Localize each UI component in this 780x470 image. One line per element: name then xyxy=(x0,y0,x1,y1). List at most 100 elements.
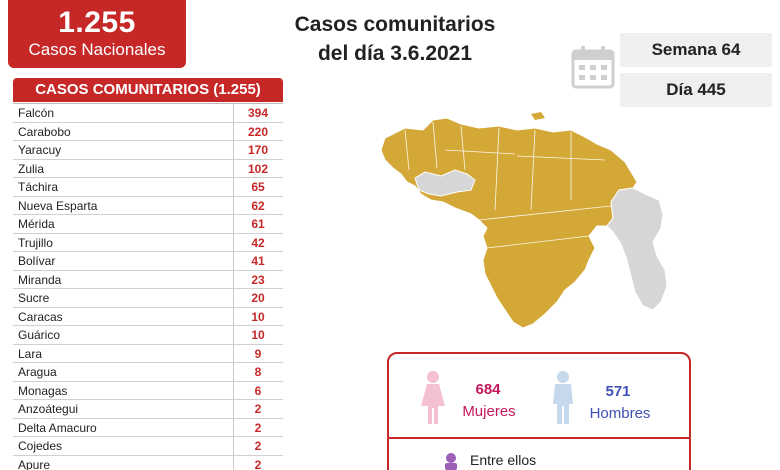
state-name: Nueva Esparta xyxy=(18,198,98,213)
gender-divider xyxy=(387,437,689,439)
state-name: Cojedes xyxy=(18,439,63,453)
case-count: 2 xyxy=(254,457,262,470)
state-name: Miranda xyxy=(18,272,62,287)
total-cases-number: 1.255 xyxy=(58,6,136,39)
table-row: Monagas 6 xyxy=(13,381,283,400)
state-name: Mérida xyxy=(18,217,55,231)
table-row: Cojedes 2 xyxy=(13,437,283,456)
state-name: Táchira xyxy=(18,180,59,194)
column-separator xyxy=(233,289,234,307)
female-count: 684 xyxy=(475,381,501,398)
column-separator xyxy=(233,215,234,233)
column-separator xyxy=(233,122,234,140)
among-them-label: Entre ellos xyxy=(470,452,537,468)
table-row: Zulia 102 xyxy=(13,159,283,178)
column-separator xyxy=(233,307,234,325)
state-name: Lara xyxy=(18,346,43,361)
venezuela-map xyxy=(380,112,668,329)
state-name: Falcón xyxy=(18,106,55,120)
state-name: Monagas xyxy=(18,383,68,398)
case-count: 2 xyxy=(254,439,262,453)
column-separator xyxy=(233,104,234,122)
male-icon xyxy=(553,371,573,424)
column-separator xyxy=(233,233,234,251)
case-count: 10 xyxy=(251,309,265,324)
table-row: Táchira 65 xyxy=(13,178,283,197)
column-separator xyxy=(233,437,234,455)
table-row: Caracas 10 xyxy=(13,307,283,326)
case-count: 9 xyxy=(254,346,262,361)
day-label: Día 445 xyxy=(620,73,772,107)
column-separator xyxy=(233,178,234,196)
cases-table: Falcón 394 Carabobo 220 Yaracuy 170 Zulia 102 Tá… xyxy=(13,103,283,470)
table-row: Nueva Esparta 62 xyxy=(13,196,283,215)
state-name: Zulia xyxy=(18,161,45,176)
state-name: Carabobo xyxy=(18,124,71,139)
case-count: 2 xyxy=(254,402,262,416)
child-icon xyxy=(445,453,457,470)
map-region-states xyxy=(380,117,638,329)
table-row: Miranda 23 xyxy=(13,270,283,289)
table-row: Guárico 10 xyxy=(13,326,283,345)
table-row: Falcón 394 xyxy=(13,104,283,123)
map-island xyxy=(531,112,545,120)
state-name: Yaracuy xyxy=(18,143,62,157)
title-line-1: Casos comunitarios xyxy=(294,13,496,36)
week-label: Semana 64 xyxy=(620,33,772,67)
case-count: 6 xyxy=(254,383,262,398)
state-name: Sucre xyxy=(18,291,50,305)
column-separator xyxy=(233,252,234,270)
column-separator xyxy=(233,326,234,344)
column-separator xyxy=(233,159,234,177)
case-count: 20 xyxy=(251,291,265,305)
table-row: Sucre 20 xyxy=(13,289,283,308)
case-count: 62 xyxy=(251,198,265,213)
column-separator xyxy=(233,381,234,399)
case-count: 220 xyxy=(247,124,269,139)
table-title: CASOS COMUNITARIOS (1.255) xyxy=(13,78,283,102)
state-name: Apure xyxy=(18,457,51,470)
case-count: 10 xyxy=(251,328,265,342)
column-separator xyxy=(233,363,234,381)
case-count: 102 xyxy=(247,161,269,176)
case-count: 8 xyxy=(254,365,262,379)
column-separator xyxy=(233,455,234,470)
state-name: Anzoátegui xyxy=(18,402,79,416)
total-cases-box: 1.255 Casos Nacionales xyxy=(8,0,186,68)
table-row: Bolívar 41 xyxy=(13,252,283,271)
table-row: Trujillo 42 xyxy=(13,233,283,252)
state-name: Guárico xyxy=(18,328,61,342)
total-cases-label: Casos Nacionales xyxy=(28,40,166,59)
state-name: Delta Amacuro xyxy=(18,420,97,435)
case-count: 170 xyxy=(247,143,269,157)
table-row: Lara 9 xyxy=(13,344,283,363)
table-row: Carabobo 220 xyxy=(13,122,283,141)
column-separator xyxy=(233,418,234,436)
state-name: Bolívar xyxy=(18,254,56,268)
table-row: Yaracuy 170 xyxy=(13,141,283,160)
case-count: 65 xyxy=(251,180,265,194)
case-count: 41 xyxy=(251,254,265,268)
male-count: 571 xyxy=(605,383,631,400)
state-name: Aragua xyxy=(18,365,57,379)
female-label: Mujeres xyxy=(462,403,516,420)
table-row: Delta Amacuro 2 xyxy=(13,418,283,437)
case-count: 394 xyxy=(247,106,269,120)
map-region-lake xyxy=(414,169,476,197)
state-name: Caracas xyxy=(18,309,63,324)
table-row: Aragua 8 xyxy=(13,363,283,382)
column-separator xyxy=(233,196,234,214)
calendar-icon xyxy=(571,46,615,89)
title-line-2: del día 3.6.2021 xyxy=(317,42,473,65)
table-row: Anzoátegui 2 xyxy=(13,400,283,419)
case-count: 61 xyxy=(251,217,265,231)
table-row: Apure 2 xyxy=(13,455,283,470)
column-separator xyxy=(233,344,234,362)
table-row: Mérida 61 xyxy=(13,215,283,234)
column-separator xyxy=(233,270,234,288)
male-label: Hombres xyxy=(589,405,651,422)
page-title: Casos comunitarios del día 3.6.2021 xyxy=(250,10,540,68)
female-icon xyxy=(421,371,445,424)
column-separator xyxy=(233,400,234,418)
